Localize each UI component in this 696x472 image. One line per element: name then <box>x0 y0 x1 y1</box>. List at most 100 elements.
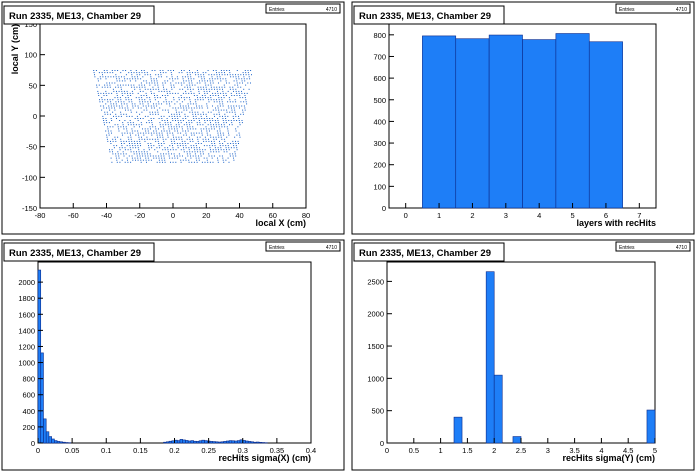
histogram-bar <box>455 38 490 209</box>
scatter-point <box>225 120 227 121</box>
scatter-point <box>213 140 215 142</box>
scatter-point <box>217 161 219 163</box>
scatter-point <box>230 92 232 94</box>
scatter-point <box>207 161 209 163</box>
scatter-point <box>238 76 240 78</box>
scatter-point <box>162 70 164 71</box>
scatter-point <box>228 149 230 151</box>
scatter-point <box>187 115 189 117</box>
histogram-bar <box>45 431 50 444</box>
scatter-point <box>139 155 141 157</box>
x-axis: 0 0.5 1 1.5 2 2.5 3 3.5 4 4.5 5 <box>385 438 657 455</box>
scatter-point <box>211 88 213 90</box>
scatter-point <box>206 103 208 105</box>
scatter-point <box>145 105 147 107</box>
scatter-point <box>134 88 136 90</box>
scatter-point <box>137 130 139 132</box>
scatter-point <box>115 113 117 115</box>
scatter-point <box>127 109 129 111</box>
scatter-point <box>172 134 174 136</box>
scatter-point <box>147 88 149 90</box>
scatter-point <box>194 111 196 113</box>
scatter-point <box>152 113 154 115</box>
scatter-point <box>117 153 119 155</box>
y-tick-label: -50 <box>26 143 37 152</box>
scatter-point <box>180 120 182 121</box>
stats-label: Entries <box>619 245 635 251</box>
scatter-point <box>222 159 224 161</box>
x-tick-label: 80 <box>302 211 310 220</box>
scatter-point <box>218 151 220 153</box>
scatter-point <box>108 107 110 109</box>
scatter-point <box>106 82 108 84</box>
scatter-point <box>126 145 128 147</box>
scatter-point <box>146 161 147 163</box>
scatter-point <box>189 126 191 128</box>
scatter-point <box>177 130 178 132</box>
histogram-bar <box>54 440 58 444</box>
scatter-point <box>188 82 190 84</box>
scatter-point <box>223 84 225 86</box>
y-tick-label: 1000 <box>18 359 35 368</box>
scatter-point <box>129 120 131 121</box>
scatter-point <box>162 136 164 138</box>
scatter-point <box>121 105 123 107</box>
scatter-point <box>127 159 128 161</box>
scatter-point <box>150 143 152 144</box>
scatter-point <box>164 109 166 111</box>
scatter-point <box>205 97 206 99</box>
scatter-point <box>241 78 243 80</box>
scatter-point <box>158 118 160 119</box>
scatter-point <box>185 80 187 82</box>
scatter-point <box>206 105 208 107</box>
x-tick-label: 0.05 <box>65 446 80 455</box>
scatter-point <box>164 147 166 149</box>
scatter-point <box>210 122 211 124</box>
scatter-point <box>219 128 221 130</box>
scatter-point <box>159 97 161 99</box>
scatter-point <box>235 115 237 117</box>
scatter-point <box>144 99 146 101</box>
scatter-point <box>176 126 178 128</box>
scatter-point <box>216 76 218 78</box>
scatter-point <box>163 115 165 117</box>
scatter-point <box>225 145 227 147</box>
scatter-point <box>168 155 170 157</box>
scatter-point <box>225 92 227 94</box>
title-box <box>353 5 505 25</box>
scatter-point <box>150 101 151 103</box>
scatter-point <box>202 138 204 140</box>
scatter-point <box>240 74 242 76</box>
scatter-point <box>219 103 221 105</box>
scatter-point <box>105 78 107 80</box>
y-tick-label: 800 <box>373 31 386 40</box>
scatter-point <box>226 136 228 138</box>
scatter-point <box>107 130 109 132</box>
scatter-point <box>166 103 168 105</box>
scatter-point <box>220 149 222 151</box>
scatter-point <box>215 149 217 151</box>
pad-frame <box>1 1 345 235</box>
scatter-point <box>209 147 211 149</box>
scatter-point <box>224 86 226 88</box>
scatter-point <box>140 118 141 119</box>
x-tick-label: 3 <box>504 211 508 220</box>
scatter-point <box>196 161 198 163</box>
scatter-point <box>213 124 214 126</box>
scatter-point <box>192 128 194 130</box>
y-tick-label: 1600 <box>18 310 35 319</box>
scatter-point <box>198 143 200 144</box>
scatter-point <box>228 70 230 71</box>
scatter-point <box>213 128 215 130</box>
scatter-point <box>230 105 232 107</box>
scatter-point <box>104 99 106 101</box>
scatter-point <box>131 74 133 76</box>
scatter-point <box>173 99 175 101</box>
scatter-point <box>207 80 208 82</box>
x-tick-label: 7 <box>637 211 641 220</box>
scatter-point <box>162 95 163 96</box>
scatter-point <box>111 161 113 163</box>
scatter-point <box>185 130 186 132</box>
scatter-point <box>201 132 203 134</box>
scatter-point <box>235 145 237 147</box>
